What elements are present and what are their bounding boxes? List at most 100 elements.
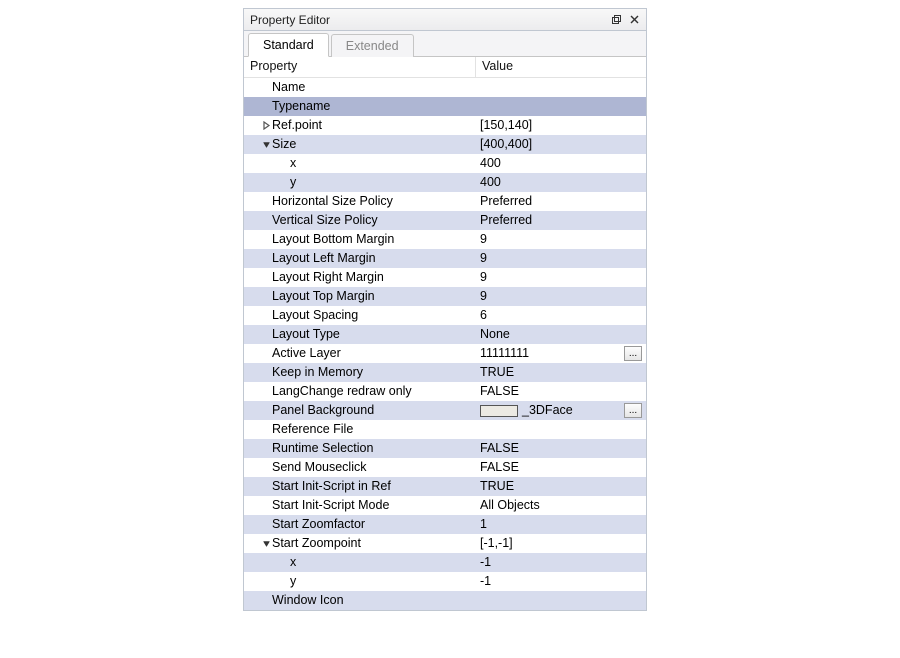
property-value: 11111111	[480, 344, 529, 363]
property-value-cell[interactable]	[476, 97, 646, 116]
property-value-cell[interactable]: 9	[476, 230, 646, 249]
property-row[interactable]: Layout Bottom Margin 9	[244, 230, 646, 249]
property-value: Preferred	[480, 211, 532, 230]
property-name: Typename	[272, 97, 330, 116]
property-value-cell[interactable]	[476, 591, 646, 610]
property-name: Layout Left Margin	[272, 249, 376, 268]
titlebar: Property Editor	[244, 9, 646, 31]
property-name-cell: x	[244, 553, 476, 572]
property-value-cell[interactable]	[476, 420, 646, 439]
browse-button[interactable]: ...	[624, 346, 642, 361]
property-value-cell[interactable]: [-1,-1]	[476, 534, 646, 553]
property-name-cell: Size	[244, 135, 476, 154]
property-row[interactable]: Window Icon	[244, 591, 646, 610]
property-value-cell[interactable]: 9	[476, 268, 646, 287]
property-row[interactable]: Vertical Size PolicyPreferred	[244, 211, 646, 230]
chevron-right-icon[interactable]	[260, 121, 272, 130]
property-value-cell[interactable]: FALSE	[476, 382, 646, 401]
property-value-cell[interactable]: 9	[476, 249, 646, 268]
property-row[interactable]: Layout Right Margin9	[244, 268, 646, 287]
property-name: Layout Bottom Margin	[272, 230, 394, 249]
property-value-cell[interactable]: Preferred	[476, 211, 646, 230]
property-row[interactable]: x -1	[244, 553, 646, 572]
property-value-cell[interactable]: FALSE	[476, 439, 646, 458]
tab-label: Standard	[263, 38, 314, 52]
property-name: Keep in Memory	[272, 363, 363, 382]
property-value: 9	[480, 268, 487, 287]
property-grid: Property Value NameTypenameRef.point[150…	[244, 57, 646, 610]
property-row[interactable]: Reference File	[244, 420, 646, 439]
property-row[interactable]: LangChange redraw onlyFALSE	[244, 382, 646, 401]
property-name: Name	[272, 78, 305, 97]
property-name: Layout Top Margin	[272, 287, 375, 306]
property-value: None	[480, 325, 510, 344]
property-name: Horizontal Size Policy	[272, 192, 393, 211]
property-name-cell: Layout Type	[244, 325, 476, 344]
property-value: 6	[480, 306, 487, 325]
property-value-cell[interactable]: All Objects	[476, 496, 646, 515]
property-name-cell: Active Layer	[244, 344, 476, 363]
property-row[interactable]: Size[400,400]	[244, 135, 646, 154]
header-property[interactable]: Property	[244, 57, 476, 77]
property-row[interactable]: Active Layer 11111111...	[244, 344, 646, 363]
property-row[interactable]: Horizontal Size Policy Preferred	[244, 192, 646, 211]
browse-button[interactable]: ...	[624, 403, 642, 418]
property-name: Active Layer	[272, 344, 341, 363]
property-value-cell[interactable]: [150,140]	[476, 116, 646, 135]
property-value-cell[interactable]: 9	[476, 287, 646, 306]
property-row[interactable]: Start Init-Script ModeAll Objects	[244, 496, 646, 515]
property-row[interactable]: Layout Top Margin 9	[244, 287, 646, 306]
property-value-cell[interactable]: TRUE	[476, 363, 646, 382]
property-value-cell[interactable]: None	[476, 325, 646, 344]
property-value-cell[interactable]: 6	[476, 306, 646, 325]
property-value: 9	[480, 287, 487, 306]
property-row[interactable]: Name	[244, 78, 646, 97]
header-value[interactable]: Value	[476, 57, 646, 77]
chevron-down-icon[interactable]	[260, 539, 272, 548]
property-value-cell[interactable]	[476, 78, 646, 97]
property-row[interactable]: Keep in Memory TRUE	[244, 363, 646, 382]
property-name-cell: Start Init-Script in Ref	[244, 477, 476, 496]
property-row[interactable]: Start Init-Script in RefTRUE	[244, 477, 646, 496]
property-row[interactable]: Layout TypeNone	[244, 325, 646, 344]
property-value: [150,140]	[480, 116, 532, 135]
property-value-cell[interactable]: 400	[476, 154, 646, 173]
property-value: TRUE	[480, 477, 514, 496]
property-value-cell[interactable]: Preferred	[476, 192, 646, 211]
panel-title: Property Editor	[250, 13, 606, 27]
property-row[interactable]: Start Zoomfactor1	[244, 515, 646, 534]
tab-standard[interactable]: Standard	[248, 33, 329, 57]
property-value-cell[interactable]: -1	[476, 572, 646, 591]
property-name-cell: Layout Bottom Margin	[244, 230, 476, 249]
property-row[interactable]: Layout Left Margin 9	[244, 249, 646, 268]
property-row[interactable]: Typename	[244, 97, 646, 116]
property-row[interactable]: Ref.point[150,140]	[244, 116, 646, 135]
property-row[interactable]: Runtime SelectionFALSE	[244, 439, 646, 458]
property-value-cell[interactable]: 400	[476, 173, 646, 192]
property-name: Panel Background	[272, 401, 374, 420]
property-value-cell[interactable]: FALSE	[476, 458, 646, 477]
property-value-cell[interactable]: 1	[476, 515, 646, 534]
chevron-down-icon[interactable]	[260, 140, 272, 149]
property-name: x	[290, 553, 296, 572]
tab-extended[interactable]: Extended	[331, 34, 414, 57]
property-row[interactable]: Send MouseclickFALSE	[244, 458, 646, 477]
property-row[interactable]: Start Zoompoint[-1,-1]	[244, 534, 646, 553]
property-name: Window Icon	[272, 591, 344, 610]
property-row[interactable]: Panel Background _3DFace...	[244, 401, 646, 420]
property-name: x	[290, 154, 296, 173]
property-name-cell: Window Icon	[244, 591, 476, 610]
property-value-cell[interactable]: -1	[476, 553, 646, 572]
property-name-cell: Vertical Size Policy	[244, 211, 476, 230]
property-value-cell[interactable]: TRUE	[476, 477, 646, 496]
property-value-cell[interactable]: 11111111...	[476, 344, 646, 363]
property-value-cell[interactable]: _3DFace...	[476, 401, 646, 420]
property-row[interactable]: y400	[244, 173, 646, 192]
property-row[interactable]: x 400	[244, 154, 646, 173]
property-row[interactable]: y-1	[244, 572, 646, 591]
close-icon[interactable]	[626, 12, 642, 28]
property-row[interactable]: Layout Spacing6	[244, 306, 646, 325]
property-value: 1	[480, 515, 487, 534]
property-value-cell[interactable]: [400,400]	[476, 135, 646, 154]
dock-undock-icon[interactable]	[608, 12, 624, 28]
